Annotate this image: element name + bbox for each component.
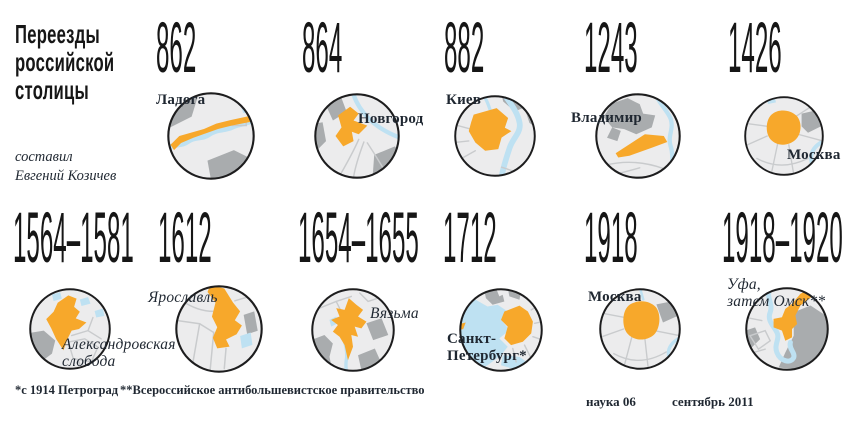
year-label-ladoga: 862 [156, 9, 197, 88]
city-label-ufa-omsk: Уфа, затем Омск** [727, 276, 826, 310]
map-circle-vyazma [311, 288, 395, 372]
year-label-novgorod: 864 [302, 9, 343, 88]
byline: составил Евгений Козичев [15, 149, 117, 184]
map-circle-spb [459, 288, 543, 372]
map-circle-yaroslavl [175, 285, 263, 373]
footnote-petrograd: *с 1914 Петроград [15, 383, 119, 397]
city-label-kiev: Киев [446, 92, 482, 108]
footer-issue: наука 06 [586, 394, 636, 409]
city-label-sloboda: Александровская слобода [62, 336, 176, 370]
city-label-novgorod: Новгород [358, 111, 424, 127]
year-label-vladimir: 1243 [584, 9, 638, 88]
footer-date: сентябрь 2011 [672, 394, 754, 409]
footnote-government: **Всероссийское антибольшевистское прави… [120, 383, 425, 397]
map-circle-kiev [454, 95, 536, 177]
year-label-spb: 1712 [443, 199, 497, 278]
map-circle-vladimir [595, 93, 681, 179]
city-label-ladoga: Ладога [156, 92, 206, 108]
city-label-vladimir: Владимир [571, 110, 642, 126]
map-circle-ufa-omsk [745, 287, 829, 371]
year-label-vyazma: 1654–1655 [298, 199, 419, 278]
map-circle-ladoga [167, 92, 255, 180]
map-circle-novgorod [314, 93, 400, 179]
year-label-sloboda: 1564–1581 [13, 199, 134, 278]
map-circle-moscow-1426 [744, 96, 824, 176]
city-label-vyazma: Вязьма [370, 305, 419, 322]
city-label-moscow-1426: Москва [787, 147, 841, 163]
year-label-moscow-1918: 1918 [584, 199, 638, 278]
map-circle-moscow-1918 [599, 288, 681, 370]
city-label-yaroslavl: Ярославль [148, 289, 218, 306]
city-label-spb: Санкт- Петербург* [447, 331, 527, 364]
year-label-ufa-omsk: 1918–1920 [722, 199, 843, 278]
map-circle-sloboda [29, 288, 111, 370]
page-title: Переезды российской столицы [15, 19, 115, 105]
year-label-kiev: 882 [444, 9, 485, 88]
year-label-yaroslavl: 1612 [158, 199, 212, 278]
year-label-moscow-1426: 1426 [728, 9, 782, 88]
city-label-moscow-1918: Москва [588, 289, 642, 305]
